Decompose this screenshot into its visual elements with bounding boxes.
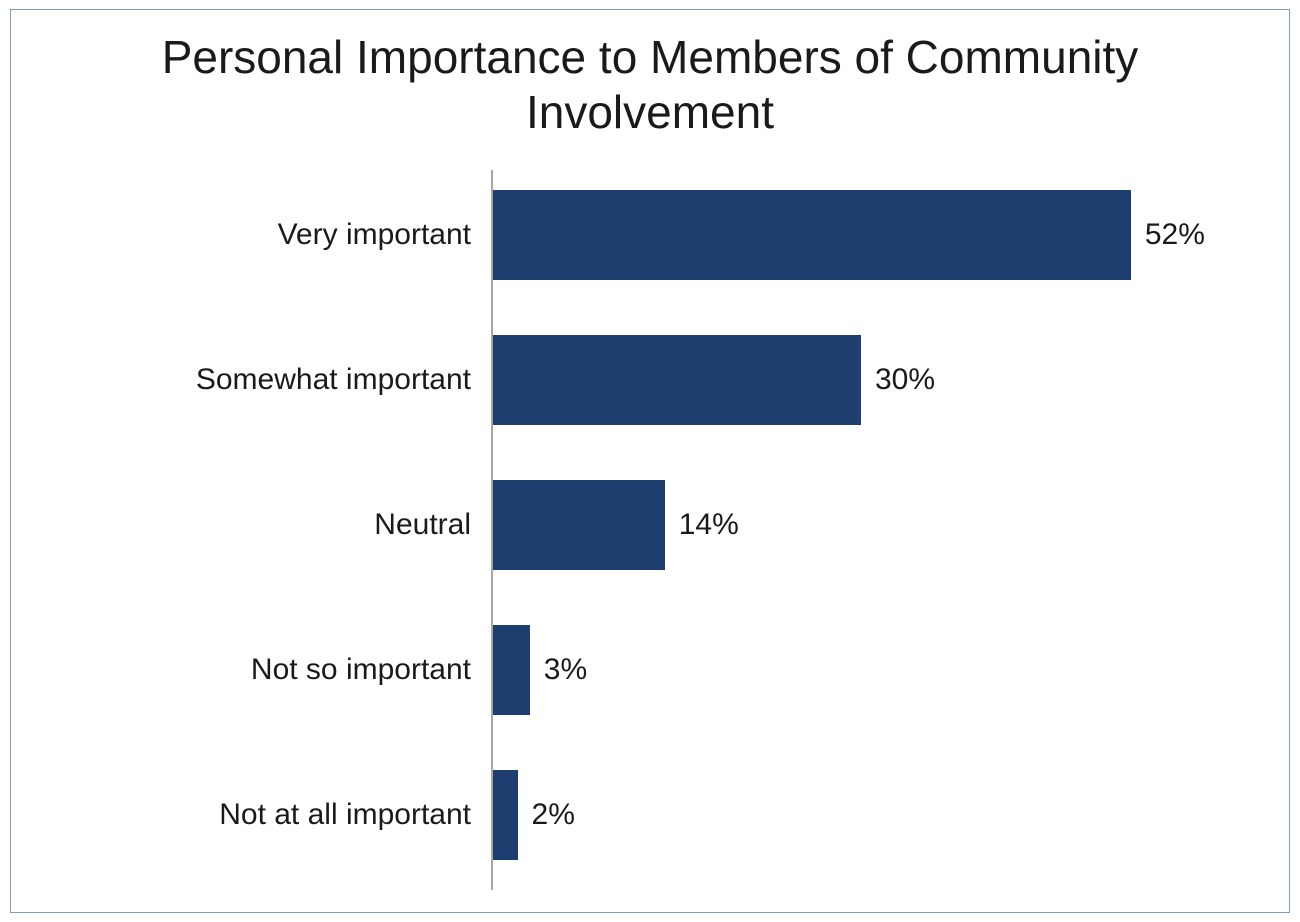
bar-track: 3%: [493, 625, 1229, 715]
bar-label: Very important: [61, 218, 481, 252]
plot-area: Very important 52% Somewhat important 30…: [61, 170, 1229, 890]
bar-row: Somewhat important 30%: [61, 335, 1229, 425]
bar-value: 14%: [679, 508, 739, 542]
bar-fill: [493, 190, 1131, 280]
bar-row: Neutral 14%: [61, 480, 1229, 570]
bar-track: 14%: [493, 480, 1229, 570]
bar-row: Not so important 3%: [61, 625, 1229, 715]
bar-fill: [493, 335, 861, 425]
bar-value: 2%: [532, 798, 575, 832]
bar-value: 30%: [875, 363, 935, 397]
bar-label: Not so important: [61, 653, 481, 687]
bar-fill: [493, 480, 665, 570]
bar-label: Not at all important: [61, 798, 481, 832]
bar-track: 2%: [493, 770, 1229, 860]
bar-fill: [493, 625, 530, 715]
bar-row: Very important 52%: [61, 190, 1229, 280]
bar-label: Somewhat important: [61, 363, 481, 397]
bar-row: Not at all important 2%: [61, 770, 1229, 860]
bar-track: 52%: [493, 190, 1229, 280]
bar-track: 30%: [493, 335, 1229, 425]
bar-value: 52%: [1145, 218, 1205, 252]
chart-title: Personal Importance to Members of Commun…: [51, 30, 1249, 140]
chart-frame: Personal Importance to Members of Commun…: [10, 9, 1290, 913]
bar-fill: [493, 770, 518, 860]
bar-value: 3%: [544, 653, 587, 687]
bar-label: Neutral: [61, 508, 481, 542]
